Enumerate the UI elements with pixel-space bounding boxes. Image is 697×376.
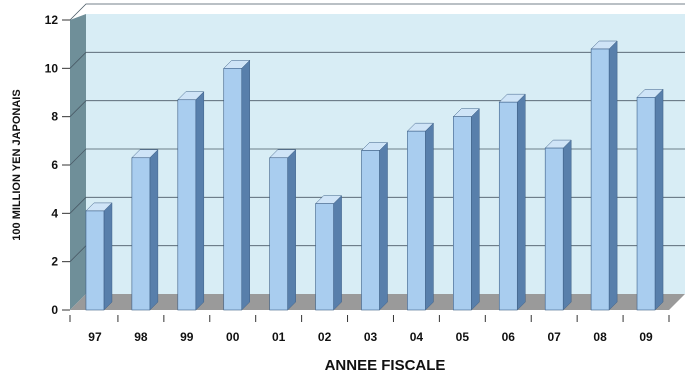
x-tick-label: 04 bbox=[410, 330, 424, 344]
bar-front bbox=[590, 48, 610, 311]
bar-03 bbox=[360, 141, 389, 311]
bar-front bbox=[177, 99, 197, 311]
gridline bbox=[69, 100, 685, 117]
bar-00 bbox=[223, 59, 251, 311]
x-tick-label: 07 bbox=[548, 330, 562, 344]
x-axis-title: ANNEE FISCALE bbox=[325, 357, 446, 374]
x-tick-label: 97 bbox=[88, 330, 102, 344]
bar-side bbox=[103, 202, 113, 311]
bars-group bbox=[85, 40, 664, 311]
x-tick-label: 08 bbox=[593, 330, 607, 344]
y-tick-label: 12 bbox=[45, 13, 59, 27]
bar-07 bbox=[544, 139, 572, 311]
bar-side bbox=[608, 40, 618, 311]
bar-02 bbox=[314, 195, 343, 311]
y-tick-label: 10 bbox=[45, 61, 59, 75]
bar-06 bbox=[498, 93, 526, 311]
bar-front bbox=[131, 157, 151, 311]
bar-99 bbox=[177, 91, 205, 311]
x-tick-label: 01 bbox=[272, 330, 286, 344]
bar-04 bbox=[406, 122, 435, 311]
bar-front bbox=[407, 130, 426, 311]
bar-97 bbox=[85, 202, 113, 311]
y-tick-label: 8 bbox=[51, 110, 58, 124]
y-tick-label: 2 bbox=[51, 255, 58, 269]
bar-side bbox=[287, 149, 296, 311]
bar-side bbox=[379, 141, 388, 311]
bar-front bbox=[269, 157, 288, 311]
gridline bbox=[69, 3, 685, 21]
bar-front bbox=[636, 97, 656, 311]
x-tick-label: 03 bbox=[364, 330, 378, 344]
x-tick-label: 98 bbox=[134, 330, 148, 344]
bar-side bbox=[333, 195, 342, 311]
y-tick-label: 4 bbox=[51, 206, 58, 220]
bar-09 bbox=[636, 88, 664, 311]
bar-side bbox=[654, 88, 664, 311]
bar-side bbox=[471, 108, 480, 311]
bar-side bbox=[562, 139, 572, 311]
side-wall bbox=[70, 14, 86, 310]
bar-98 bbox=[131, 149, 159, 311]
bar-side bbox=[241, 59, 250, 311]
y-tick-label: 6 bbox=[51, 158, 58, 172]
x-tick-label: 02 bbox=[318, 330, 332, 344]
bar-05 bbox=[452, 108, 480, 311]
x-tick-label: 99 bbox=[180, 330, 194, 344]
gridline bbox=[69, 196, 685, 214]
gridline bbox=[69, 148, 685, 166]
bar-side bbox=[425, 122, 434, 311]
bar-front bbox=[85, 210, 105, 311]
bar-front bbox=[544, 147, 564, 311]
bar-side bbox=[149, 149, 159, 311]
bar-front bbox=[453, 116, 472, 311]
y-axis-title: 100 MILLION YEN JAPONAIS bbox=[11, 89, 23, 240]
bar-01 bbox=[269, 149, 297, 311]
bar-front bbox=[498, 101, 518, 311]
y-tick-label: 0 bbox=[51, 303, 58, 317]
bar-side bbox=[195, 91, 205, 311]
x-tick-label: 06 bbox=[502, 330, 516, 344]
x-tick-label: 00 bbox=[226, 330, 240, 344]
x-axis-ticks: 97 98 99 00 01 02 03 04 05 06 07 08 09 bbox=[69, 315, 670, 344]
bar-front bbox=[315, 203, 334, 311]
gridline bbox=[69, 51, 685, 69]
x-tick-label: 09 bbox=[639, 330, 653, 344]
bar-08 bbox=[590, 40, 618, 311]
x-tick-label: 05 bbox=[456, 330, 470, 344]
bar-front bbox=[361, 150, 380, 311]
bar-side bbox=[517, 93, 526, 311]
bar-front bbox=[223, 68, 243, 311]
y-axis-ticks: 0 2 4 6 8 10 12 bbox=[45, 13, 70, 317]
